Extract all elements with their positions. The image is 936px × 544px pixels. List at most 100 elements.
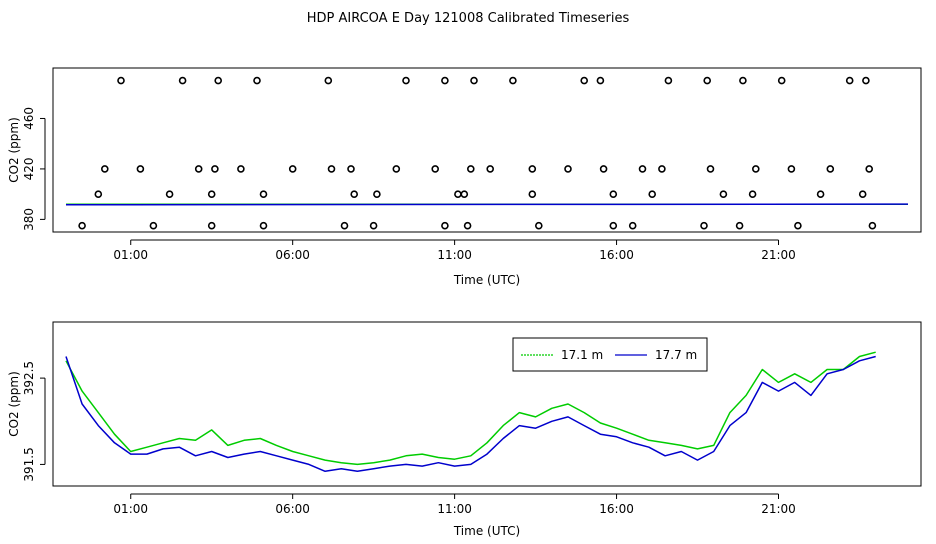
x-tick-label: 06:00 <box>275 502 310 516</box>
top-data-point <box>392 165 401 173</box>
top-data-point <box>149 221 158 230</box>
top-data-point <box>207 190 216 198</box>
top-data-point <box>739 76 747 85</box>
top-data-point <box>431 165 440 173</box>
bottom-marks <box>65 351 876 473</box>
plot-frame-bottom <box>52 321 922 487</box>
y-tick-label: 391.5 <box>22 447 36 481</box>
top-data-point <box>777 76 786 85</box>
bottom-y-axis-label: CO2 (ppm) <box>7 371 21 437</box>
figure-title: HDP AIRCOA E Day 121008 Calibrated Times… <box>307 11 630 26</box>
top-data-point <box>865 165 874 173</box>
top-data-point <box>101 165 109 173</box>
legend-label-17-7m: 17.7 m <box>655 348 697 362</box>
y-tick-label: 460 <box>22 107 36 130</box>
y-tick-label: 392.5 <box>22 361 36 395</box>
top-data-point <box>628 221 637 230</box>
top-data-point <box>609 221 618 230</box>
top-data-point <box>194 165 203 173</box>
top-data-point <box>470 76 478 85</box>
top-data-point <box>826 165 835 173</box>
legend: 17.1 m 17.7 m <box>512 337 708 372</box>
top-data-point <box>648 190 657 198</box>
top-data-point <box>735 221 744 230</box>
x-tick-label: 11:00 <box>437 248 472 262</box>
top-data-point <box>638 165 647 173</box>
bottom-y-ticks: 391.5 392.5 <box>22 361 46 482</box>
top-data-point <box>327 165 336 173</box>
top-data-point <box>94 190 103 198</box>
bottom-series-line-1 <box>65 355 876 473</box>
top-data-point <box>466 165 475 173</box>
bottom-x-ticks: 01:00 06:00 11:00 16:00 21:00 <box>113 493 796 516</box>
top-data-point <box>868 221 877 230</box>
top-y-axis-label: CO2 (ppm) <box>7 117 21 183</box>
top-marks <box>65 76 909 230</box>
top-data-point <box>700 221 708 230</box>
top-data-point <box>706 165 715 173</box>
legend-label-17-1m: 17.1 m <box>561 348 603 362</box>
top-data-point <box>441 221 449 230</box>
top-data-point <box>136 165 145 173</box>
plot-frame-top <box>52 67 922 233</box>
top-data-point <box>658 165 666 173</box>
top-data-point <box>528 190 537 198</box>
top-data-point <box>347 165 355 173</box>
top-data-point <box>751 165 760 173</box>
y-tick-label: 420 <box>22 157 36 180</box>
top-x-ticks: 01:00 06:00 11:00 16:00 21:00 <box>113 239 796 262</box>
bottom-series-line-0 <box>65 351 876 466</box>
top-data-point <box>454 190 462 198</box>
top-data-point <box>486 165 495 173</box>
top-data-point <box>259 190 268 198</box>
top-data-point <box>373 190 381 198</box>
top-data-point <box>369 221 378 230</box>
top-data-point <box>259 221 268 230</box>
x-tick-label: 16:00 <box>599 502 634 516</box>
top-data-point <box>288 165 297 173</box>
top-data-point <box>534 221 543 230</box>
top-data-point <box>609 190 618 198</box>
top-data-point <box>596 76 605 85</box>
top-data-point <box>787 165 796 173</box>
top-data-point <box>324 76 333 85</box>
x-tick-label: 06:00 <box>275 248 310 262</box>
top-data-point <box>858 190 867 198</box>
x-tick-label: 01:00 <box>113 502 148 516</box>
x-tick-label: 21:00 <box>761 502 796 516</box>
top-data-point <box>402 76 410 85</box>
top-data-point <box>178 76 187 85</box>
top-data-point <box>165 190 174 198</box>
top-data-point <box>78 221 86 230</box>
top-data-point <box>211 165 219 173</box>
x-tick-label: 11:00 <box>437 502 472 516</box>
top-data-point <box>599 165 608 173</box>
top-data-point <box>528 165 537 173</box>
x-tick-label: 16:00 <box>599 248 634 262</box>
top-data-point <box>862 76 870 85</box>
top-data-point <box>816 190 825 198</box>
top-data-point <box>664 76 673 85</box>
top-data-point <box>580 76 589 85</box>
top-data-point <box>845 76 854 85</box>
top-data-point <box>117 76 125 85</box>
top-data-point <box>564 165 572 173</box>
top-data-point <box>253 76 261 85</box>
top-data-point <box>214 76 222 85</box>
y-tick-label: 380 <box>22 208 36 231</box>
top-data-point <box>340 221 349 230</box>
top-data-point <box>463 221 472 230</box>
top-x-axis-label: Time (UTC) <box>453 273 520 287</box>
top-data-point <box>509 76 517 85</box>
top-data-point <box>207 221 216 230</box>
top-data-point <box>350 190 359 198</box>
top-data-point <box>794 221 802 230</box>
top-data-point <box>719 190 728 198</box>
panel-top: 01:00 06:00 11:00 16:00 21:00 380 420 460 Time… <box>7 67 922 287</box>
top-data-point <box>460 190 469 198</box>
x-tick-label: 21:00 <box>761 248 796 262</box>
top-y-ticks: 380 420 460 <box>22 107 46 231</box>
x-tick-label: 01:00 <box>113 248 148 262</box>
